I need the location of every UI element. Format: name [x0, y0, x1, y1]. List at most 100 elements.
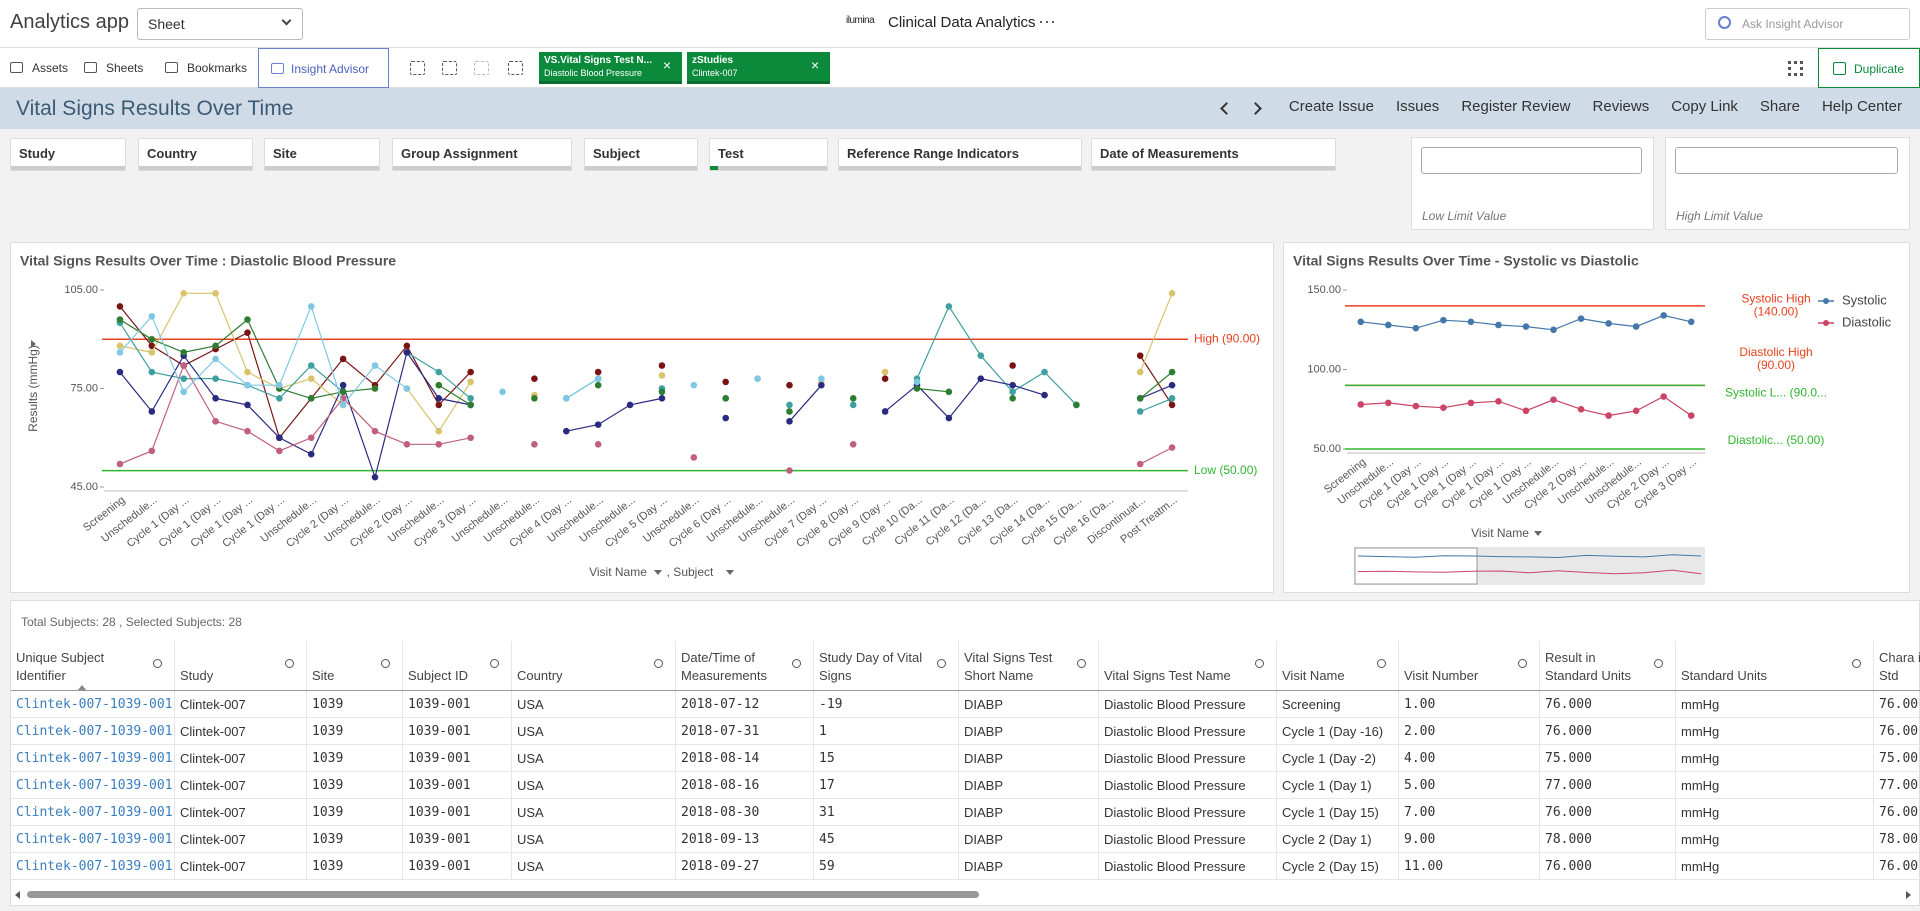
search-column-icon[interactable] — [1077, 659, 1086, 668]
data-point[interactable] — [945, 388, 953, 396]
x-axis-label[interactable]: Visit Name — [589, 565, 647, 579]
data-point[interactable] — [786, 381, 793, 389]
data-point[interactable] — [244, 381, 251, 389]
data-point[interactable] — [754, 375, 761, 382]
table-cell[interactable]: Clintek-007-1039-001 — [11, 745, 175, 772]
data-point[interactable] — [1009, 362, 1016, 369]
data-point[interactable] — [371, 427, 379, 435]
chip-close[interactable]: × — [663, 57, 672, 73]
data-point[interactable] — [435, 381, 443, 389]
data-point[interactable] — [1136, 460, 1144, 468]
data-point[interactable] — [1357, 401, 1365, 408]
data-point[interactable] — [116, 460, 124, 468]
data-point[interactable] — [913, 385, 921, 392]
data-point[interactable] — [116, 349, 124, 356]
selection-chip[interactable]: VS.Vital Signs Test N... Diastolic Blood … — [539, 52, 682, 84]
data-point[interactable] — [1009, 388, 1016, 396]
data-point[interactable] — [690, 454, 698, 461]
data-point[interactable] — [1168, 381, 1176, 389]
data-point[interactable] — [1632, 323, 1640, 330]
data-point[interactable] — [244, 401, 251, 409]
scroll-left[interactable] — [15, 891, 20, 899]
data-point[interactable] — [467, 368, 474, 376]
data-point[interactable] — [1168, 395, 1176, 402]
toolbar-button[interactable]: Sheets — [84, 48, 143, 88]
data-point[interactable] — [913, 378, 921, 386]
data-point[interactable] — [148, 335, 156, 343]
data-point[interactable] — [1136, 368, 1144, 376]
data-point[interactable] — [1632, 407, 1640, 415]
scroll-thumb[interactable] — [27, 891, 979, 898]
filter-pane[interactable]: Reference Range Indicators — [838, 138, 1082, 171]
data-point[interactable] — [1385, 399, 1392, 407]
data-point[interactable] — [116, 316, 124, 323]
scroll-right[interactable] — [1906, 891, 1911, 899]
selection-tool-icon[interactable] — [474, 61, 489, 75]
data-point[interactable] — [339, 355, 347, 363]
data-point[interactable] — [244, 368, 251, 376]
column-header[interactable]: Visit Number — [1399, 641, 1540, 691]
grid-view-icon[interactable] — [1788, 61, 1803, 76]
overview-window[interactable] — [1354, 547, 1478, 585]
data-point[interactable] — [1467, 318, 1475, 326]
data-point[interactable] — [180, 362, 188, 369]
data-point[interactable] — [499, 388, 506, 396]
data-point[interactable] — [244, 316, 251, 323]
data-point[interactable] — [276, 434, 283, 442]
data-point[interactable] — [148, 312, 156, 320]
data-point[interactable] — [690, 381, 698, 389]
data-point[interactable] — [339, 381, 347, 389]
app-name[interactable]: Analytics app — [10, 11, 129, 33]
table-cell[interactable]: Clintek-007-1039-001 — [11, 691, 175, 718]
column-header[interactable]: Site — [307, 641, 403, 691]
data-point[interactable] — [977, 352, 985, 359]
column-header[interactable]: Vital Signs Test Short Name — [959, 641, 1099, 691]
data-point[interactable] — [626, 401, 634, 409]
data-point[interactable] — [658, 395, 666, 402]
data-point[interactable] — [849, 441, 857, 448]
data-point[interactable] — [212, 289, 219, 297]
data-point[interactable] — [1467, 399, 1475, 407]
data-point[interactable] — [116, 342, 124, 350]
data-point[interactable] — [594, 441, 602, 448]
data-point[interactable] — [212, 375, 219, 382]
data-point[interactable] — [116, 368, 124, 376]
data-point[interactable] — [1073, 401, 1080, 409]
data-point[interactable] — [307, 450, 315, 458]
data-point[interactable] — [212, 342, 219, 350]
search-column-icon[interactable] — [1852, 659, 1861, 668]
duplicate-button[interactable]: Duplicate — [1818, 48, 1920, 88]
search-column-icon[interactable] — [1654, 659, 1663, 668]
data-point[interactable] — [818, 375, 825, 382]
column-header[interactable]: Visit Name — [1277, 641, 1399, 691]
table-cell[interactable]: Clintek-007-1039-001 — [11, 826, 175, 853]
data-point[interactable] — [1687, 412, 1695, 419]
sheet-select[interactable]: Sheet — [137, 8, 303, 40]
data-point[interactable] — [467, 434, 474, 442]
column-header[interactable]: Vital Signs Test Name — [1099, 641, 1277, 691]
column-header[interactable]: Subject ID — [403, 641, 512, 691]
selection-tool-icon[interactable] — [410, 61, 425, 75]
horizontal-scrollbar[interactable] — [11, 888, 1920, 900]
filter-pane[interactable]: Study — [10, 138, 126, 171]
data-point[interactable] — [435, 395, 443, 402]
data-point[interactable] — [562, 395, 570, 402]
column-header[interactable]: Chara in Std — [1874, 641, 1920, 691]
collapse-caret[interactable] — [31, 340, 36, 348]
search-column-icon[interactable] — [654, 659, 663, 668]
filter-pane[interactable]: Country — [138, 138, 253, 171]
data-point[interactable] — [1550, 396, 1557, 404]
filter-pane[interactable]: Test — [709, 138, 828, 171]
search-box[interactable]: Ask Insight Advisor — [1705, 8, 1910, 40]
data-point[interactable] — [148, 408, 156, 415]
column-header[interactable]: Unique Subject Identifier — [11, 641, 175, 691]
x-axis-label[interactable]: , Subject — [667, 565, 714, 579]
more-menu[interactable]: ··· — [1038, 11, 1056, 31]
selection-chip[interactable]: zStudies Clintek-007 × — [687, 52, 830, 84]
data-point[interactable] — [531, 441, 538, 448]
data-point[interactable] — [371, 362, 379, 369]
data-point[interactable] — [467, 378, 474, 386]
data-point[interactable] — [1168, 289, 1176, 297]
sheet-action[interactable]: Issues — [1395, 98, 1440, 115]
data-point[interactable] — [403, 349, 411, 356]
